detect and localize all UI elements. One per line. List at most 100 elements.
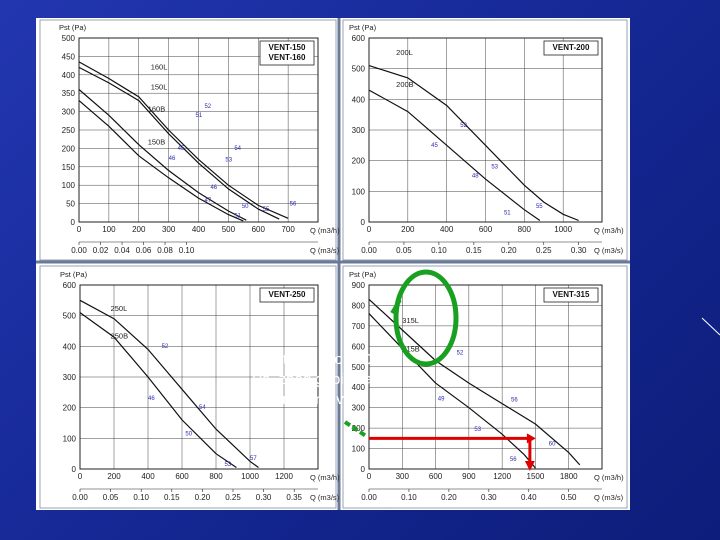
- x2-tick-label: 0.08: [157, 246, 173, 255]
- y-axis-label: Pst (Pa): [349, 270, 377, 279]
- y-tick-label: 450: [62, 52, 76, 61]
- x-tick-label: 800: [209, 472, 223, 481]
- efficiency-label: 51: [504, 210, 511, 216]
- x-tick-label: 1200: [275, 472, 293, 481]
- x-tick-label: 200: [107, 472, 121, 481]
- chart-vent-315: Pst (Pa) 0 100 200 300 400 500 600 700 800 900 0 300…: [342, 265, 628, 509]
- arrow-head-icon: [524, 461, 535, 471]
- y-tick-label: 600: [352, 342, 366, 351]
- x2-tick-label: 0.30: [571, 246, 587, 255]
- y-tick-label: 600: [352, 34, 366, 43]
- efficiency-label: 51: [196, 113, 203, 119]
- x2-tick-label: 0.10: [431, 246, 447, 255]
- model-label-box: [259, 287, 315, 303]
- y-tick-label: 0: [71, 218, 76, 227]
- x-tick-label: 900: [462, 472, 476, 481]
- x-tick-label: 700: [281, 225, 295, 234]
- x-tick-label: 400: [440, 225, 454, 234]
- x2-tick-label: 0.40: [521, 493, 537, 502]
- x2-tick-label: 0.00: [72, 493, 88, 502]
- x2-tick-label: 0.20: [501, 246, 517, 255]
- x-tick-label: 0: [367, 225, 372, 234]
- x2-tick-label: 0.35: [286, 493, 302, 502]
- x2-tick-label: 0.02: [93, 246, 109, 255]
- y-tick-label: 250: [62, 126, 76, 135]
- x2-axis-label: Q (m3/s): [594, 493, 624, 502]
- annotation-overlay: Pad tlaka oko 150 Pa, zbog gubitaka u ci…: [252, 269, 536, 471]
- curve-label: 150L: [151, 83, 168, 92]
- efficiency-label: 56: [290, 201, 297, 207]
- x-tick-label: 1200: [493, 472, 511, 481]
- efficiency-label: 45: [178, 146, 185, 152]
- model-label: VENT-160: [269, 53, 306, 62]
- chart-vent-150-160: Pst (Pa) 0 50 100 150 200 250 300 350 400 450 500 0 1…: [39, 19, 340, 261]
- x2-tick-label: 0.10: [401, 493, 417, 502]
- efficiency-label: 53: [474, 427, 481, 433]
- y-tick-label: 200: [62, 144, 76, 153]
- y-tick-label: 400: [62, 71, 76, 80]
- y-tick-label: 0: [361, 465, 366, 474]
- annotation-note-line: cijevnom razvodu: [252, 391, 369, 408]
- x2-tick-label: 0.10: [179, 246, 195, 255]
- curve-label: 150B: [148, 138, 166, 147]
- y-tick-label: 500: [63, 312, 77, 321]
- x2-axis-label: Q (m3/s): [310, 246, 340, 255]
- x-axis-label: Q (m3/h): [594, 473, 624, 482]
- model-label: VENT-315: [553, 290, 590, 299]
- x-tick-label: 1000: [241, 472, 259, 481]
- x-tick-label: 600: [175, 472, 189, 481]
- efficiency-label: 52: [457, 351, 464, 357]
- x2-tick-label: 0.04: [114, 246, 130, 255]
- chart-panel: [342, 19, 628, 261]
- y-tick-label: 0: [72, 465, 77, 474]
- fan-curve-200l: [368, 65, 579, 222]
- y-tick-label: 100: [352, 187, 366, 196]
- y-tick-label: 200: [63, 404, 77, 413]
- plot-frame: [78, 37, 319, 223]
- x-tick-label: 600: [429, 472, 443, 481]
- efficiency-label: 53: [491, 164, 498, 170]
- y-tick-label: 200: [352, 157, 366, 166]
- x-tick-label: 400: [192, 225, 206, 234]
- x2-axis-label: Q (m3/s): [310, 493, 340, 502]
- plot-frame: [79, 284, 319, 470]
- y-tick-label: 100: [352, 445, 366, 454]
- curve-label: 200L: [396, 48, 413, 57]
- fan-curve-150b: [78, 100, 244, 222]
- x-tick-label: 600: [479, 225, 493, 234]
- x-axis-label: Q (m3/h): [594, 226, 624, 235]
- model-label-box: [543, 40, 599, 56]
- model-label-box: [543, 287, 599, 303]
- y-tick-label: 500: [62, 34, 76, 43]
- y-tick-label: 350: [62, 89, 76, 98]
- fan-curve-160b: [78, 89, 247, 221]
- x-axis-label: Q (m3/h): [310, 226, 340, 235]
- x-axis-label: Q (m3/h): [310, 473, 340, 482]
- efficiency-label: 53: [225, 157, 232, 163]
- x2-tick-label: 0.50: [561, 493, 577, 502]
- x-tick-label: 500: [222, 225, 236, 234]
- chart-vent-250: Pst (Pa) 0 100 200 300 400 500 600 0 200 400 600 800…: [39, 265, 340, 509]
- x-tick-label: 100: [102, 225, 116, 234]
- x-tick-label: 200: [401, 225, 415, 234]
- y-tick-label: 400: [352, 383, 366, 392]
- y-tick-label: 600: [63, 281, 77, 290]
- x2-tick-label: 0.20: [441, 493, 457, 502]
- efficiency-label: 51: [234, 214, 241, 220]
- fan-curve-150l: [78, 66, 280, 220]
- chart-panel: [39, 265, 337, 509]
- y-tick-label: 300: [63, 373, 77, 382]
- y-tick-label: 100: [63, 434, 77, 443]
- x-tick-label: 0: [367, 472, 372, 481]
- x2-tick-label: 0.00: [71, 246, 87, 255]
- slide-decoration-line: [701, 317, 720, 336]
- efficiency-label: 55: [536, 204, 543, 210]
- y-tick-label: 0: [361, 218, 366, 227]
- model-label: VENT-200: [553, 43, 590, 52]
- x-tick-label: 600: [252, 225, 266, 234]
- curve-label: 250B: [111, 332, 129, 341]
- x-tick-label: 1000: [554, 225, 572, 234]
- efficiency-label: 48: [472, 174, 479, 180]
- x2-tick-label: 0.00: [361, 493, 377, 502]
- y-tick-label: 200: [352, 424, 366, 433]
